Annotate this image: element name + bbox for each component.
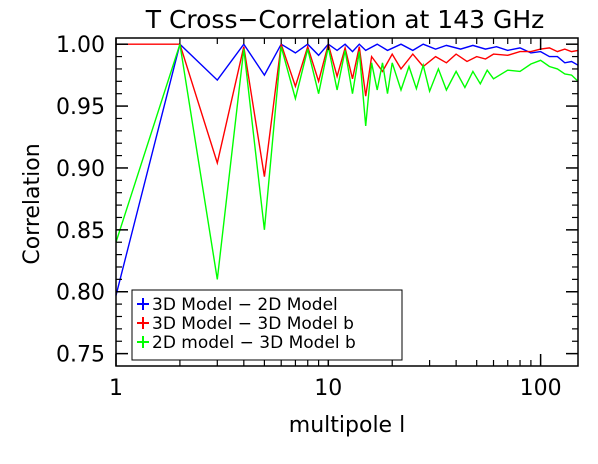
legend-label-1: 3D Model − 3D Model b xyxy=(152,314,354,334)
y-tick-label-4: 0.95 xyxy=(56,95,105,120)
series-line-1 xyxy=(116,41,579,177)
x-axis-label: multipole l xyxy=(289,413,405,438)
series-line-2 xyxy=(115,43,579,280)
y-axis-label: Correlation xyxy=(20,143,45,264)
legend-label-0: 3D Model − 2D Model xyxy=(152,295,338,315)
y-tick-label-5: 1.00 xyxy=(56,33,105,58)
axis-ticks-group: 1 10 100 0.75 0.80 0.85 0.90 0.95 1.00 xyxy=(56,33,578,401)
x-tick-label-2: 100 xyxy=(520,376,562,401)
legend-label-2: 2D model − 3D Model b xyxy=(152,333,356,353)
y-tick-label-3: 0.90 xyxy=(56,157,105,182)
chart-title: T Cross−Correlation at 143 GHz xyxy=(145,5,545,34)
legend-box xyxy=(131,289,403,361)
plot-series-group xyxy=(115,41,579,296)
x-tick-label-0: 1 xyxy=(109,376,123,401)
y-tick-label-1: 0.80 xyxy=(56,281,105,306)
x-tick-label-1: 10 xyxy=(314,376,342,401)
series-line-0 xyxy=(115,42,579,296)
plot-frame xyxy=(115,37,579,367)
y-tick-label-0: 0.75 xyxy=(56,343,105,368)
y-tick-label-2: 0.85 xyxy=(56,219,105,244)
